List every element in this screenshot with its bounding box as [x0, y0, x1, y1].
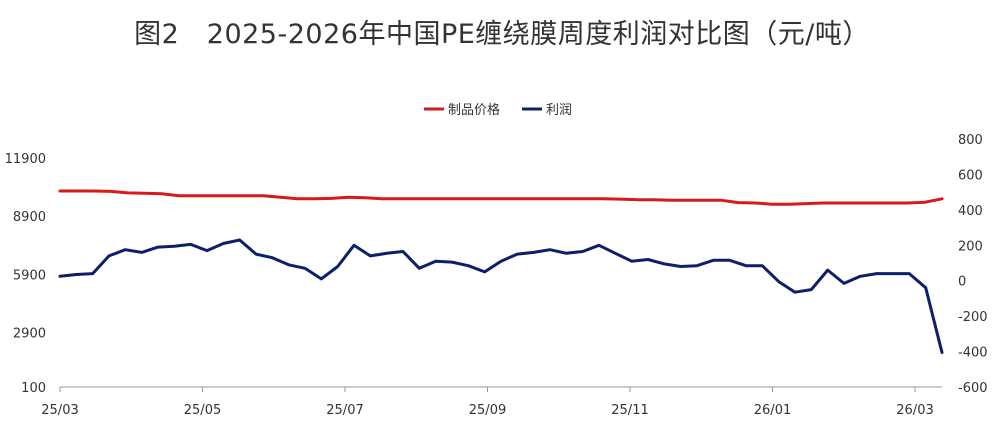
- series-line-price: [58, 189, 944, 206]
- right-y-tick-3: 0: [958, 275, 966, 290]
- series-layer: [58, 189, 944, 354]
- left-y-tick-0: 100: [21, 381, 46, 396]
- series-line-profit: [58, 238, 944, 354]
- x-tick-label-1: 25/05: [184, 403, 221, 418]
- x-tick-label-6: 26/03: [896, 403, 933, 418]
- right-y-tick-0: -600: [958, 381, 988, 396]
- x-tick-label-2: 25/07: [326, 403, 363, 418]
- left-y-tick-4: 11900: [5, 152, 46, 167]
- right-y-tick-1: -400: [958, 346, 988, 361]
- x-tick-label-4: 25/11: [611, 403, 648, 418]
- right-y-tick-2: -200: [958, 310, 988, 325]
- legend-label-price: 制品价格: [448, 102, 500, 118]
- x-tick-label-0: 25/03: [41, 403, 78, 418]
- x-tick-label-5: 26/01: [754, 403, 791, 418]
- legend: 制品价格 利润: [424, 102, 572, 118]
- left-y-tick-2: 5900: [13, 268, 46, 283]
- x-tick-label-3: 25/09: [469, 403, 506, 418]
- chart-title: 图2 2025-2026年中国PE缠绕膜周度利润对比图（元/吨）: [134, 19, 870, 50]
- legend-label-profit: 利润: [546, 103, 572, 118]
- ticks-layer: 100 2900 5900 8900 11900 -600 -400 -200 0 200 400 6…: [5, 133, 988, 418]
- right-y-tick-4: 200: [958, 239, 983, 254]
- left-y-tick-3: 8900: [13, 210, 46, 225]
- right-y-tick-5: 400: [958, 204, 983, 219]
- left-y-tick-1: 2900: [13, 327, 46, 342]
- right-y-tick-6: 600: [958, 168, 983, 183]
- right-y-tick-7: 800: [958, 133, 983, 148]
